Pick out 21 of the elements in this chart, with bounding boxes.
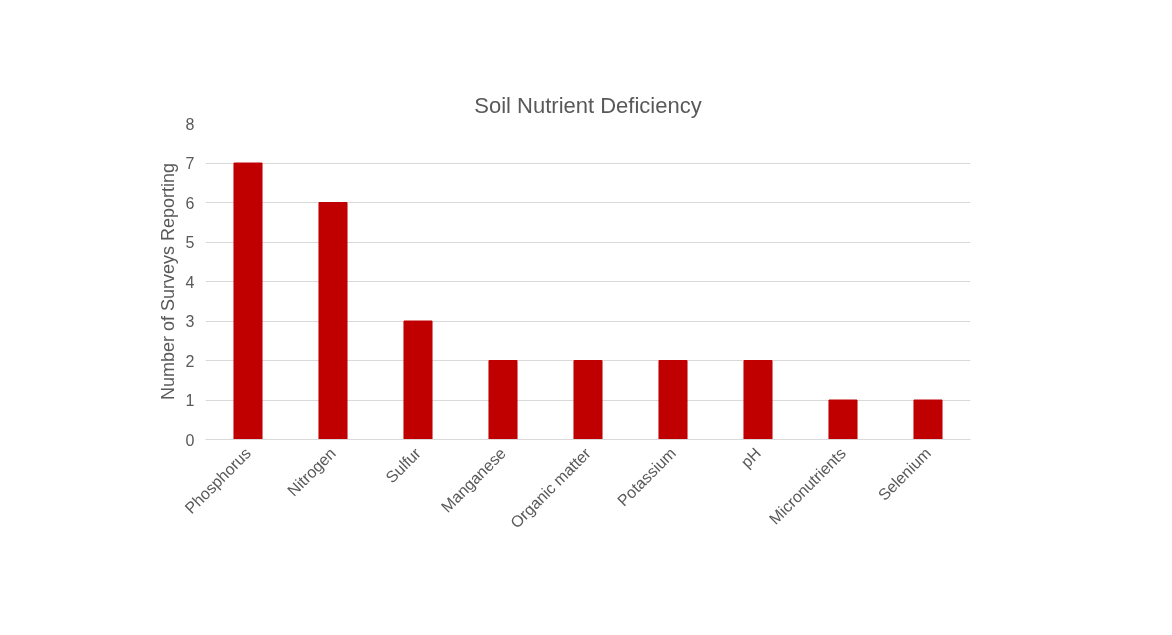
bar	[573, 360, 603, 440]
y-tick-label: 8	[185, 115, 195, 133]
y-tick-label: 2	[185, 352, 195, 370]
x-tick-label: pH	[737, 444, 765, 471]
bar	[403, 320, 433, 440]
y-tick-label: 4	[185, 273, 195, 291]
bar	[658, 360, 688, 440]
bar	[488, 360, 518, 440]
y-axis-title: Number of Surveys Reporting	[157, 162, 178, 401]
y-tick-label: 0	[185, 431, 195, 449]
y-tick-label: 7	[185, 155, 195, 172]
y-tick-label: 6	[185, 194, 195, 212]
bar	[913, 399, 943, 440]
y-tick-label: 5	[185, 234, 195, 251]
y-tick-label: 1	[185, 392, 195, 409]
chart-title: Soil Nutrient Deficiency	[474, 92, 702, 118]
bar	[743, 360, 773, 440]
y-tick-label: 3	[185, 313, 195, 330]
bar	[828, 399, 858, 440]
bar	[318, 202, 348, 440]
bar	[233, 162, 263, 440]
